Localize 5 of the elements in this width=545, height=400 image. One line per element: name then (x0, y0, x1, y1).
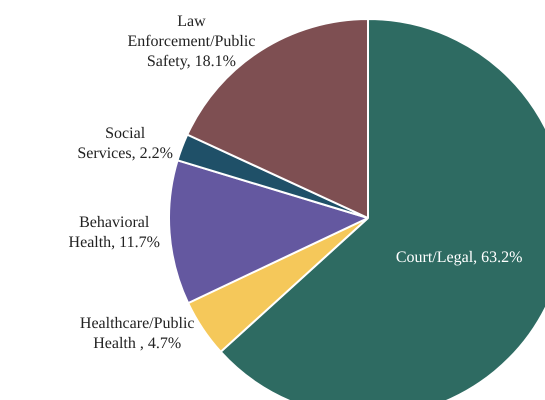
slice-label: Law Enforcement/Public Safety, 18.1% (126, 12, 256, 72)
slice-label: Healthcare/Public Health , 4.7% (78, 314, 196, 354)
slice-label: Social Services, 2.2% (76, 124, 174, 164)
slice-label: Court/Legal, 63.2% (394, 248, 524, 268)
slice-label: Behavioral Health, 11.7% (68, 213, 161, 254)
